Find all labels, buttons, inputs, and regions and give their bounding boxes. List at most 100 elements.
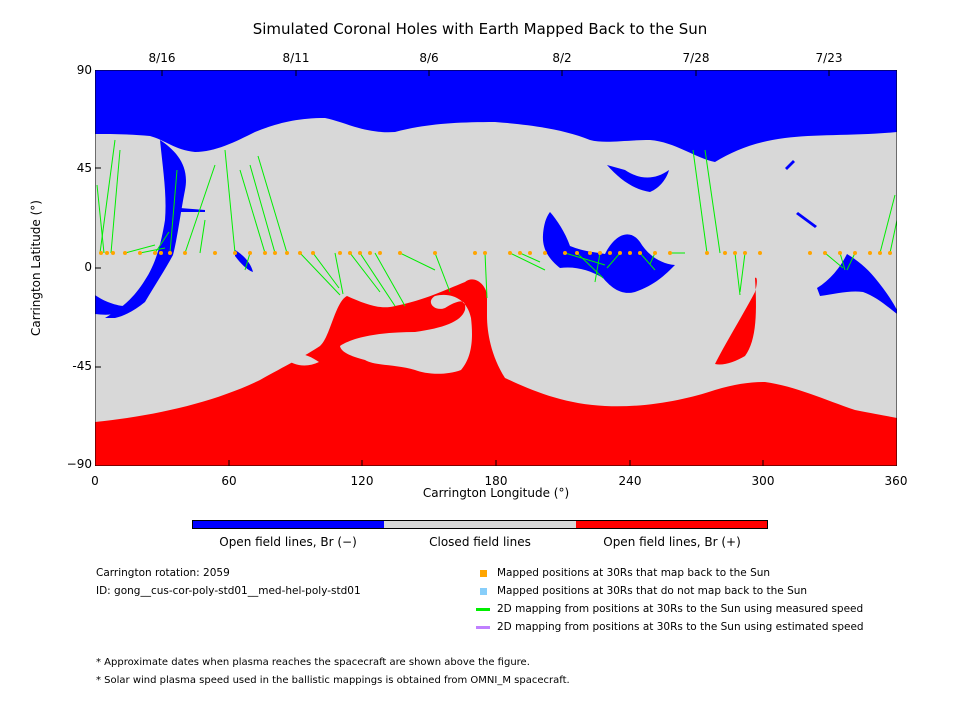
y-tick-label: 45 <box>76 161 92 175</box>
mapped-point <box>733 251 737 255</box>
date-label: 8/6 <box>419 51 439 65</box>
y-tick-label: -45 <box>72 359 92 373</box>
mapped-point <box>263 251 267 255</box>
mapped-point <box>608 251 612 255</box>
legend-swatch-open-negative <box>192 520 384 529</box>
mapped-point <box>433 251 437 255</box>
mapped-point <box>758 251 762 255</box>
mapped-point <box>823 251 827 255</box>
mapped-point <box>233 251 237 255</box>
mapped-point <box>159 251 163 255</box>
figure-title: Simulated Coronal Holes with Earth Mappe… <box>252 20 708 38</box>
mapped-point <box>348 251 352 255</box>
unmapped-point-symbol <box>480 588 487 595</box>
blue-streak <box>796 212 817 228</box>
mapped-point <box>298 251 302 255</box>
legend-label-closed: Closed field lines <box>429 535 531 549</box>
small-hole <box>235 250 253 272</box>
x-tick-label: 180 <box>484 474 508 488</box>
mapped-point <box>248 251 252 255</box>
mapped-point <box>528 251 532 255</box>
north-polar-hole <box>95 70 897 162</box>
date-label: 7/23 <box>815 51 843 65</box>
mapped-point <box>668 251 672 255</box>
legend-label-open-positive: Open field lines, Br (+) <box>603 535 741 549</box>
note-speed: * Solar wind plasma speed used in the ba… <box>96 675 570 686</box>
note-dates: * Approximate dates when plasma reaches … <box>96 657 530 668</box>
closed-island-small <box>285 353 319 366</box>
north-lobe-east <box>607 165 669 192</box>
x-tick-label: 60 <box>221 474 237 488</box>
mapped-point <box>213 251 217 255</box>
legend-swatch-closed <box>384 520 576 529</box>
y-tick-label: −90 <box>66 457 92 471</box>
x-axis-label: Carrington Longitude (°) <box>422 486 570 500</box>
mapped-point <box>518 251 522 255</box>
x-tick-label: 240 <box>618 474 642 488</box>
mapped-point <box>138 251 142 255</box>
estimated-line-symbol <box>476 626 490 629</box>
mapped-point <box>285 251 289 255</box>
mapped-point <box>543 251 547 255</box>
x-tick-label: 300 <box>751 474 775 488</box>
mapped-point <box>111 251 115 255</box>
date-label: 8/16 <box>148 51 176 65</box>
mapped-point <box>105 251 109 255</box>
mapped-point <box>338 251 342 255</box>
mapped-point <box>653 251 657 255</box>
x-tick-label: 120 <box>350 474 374 488</box>
mapped-point <box>723 251 727 255</box>
legend-mapped-points: Mapped positions at 30Rs that map back t… <box>497 567 771 579</box>
legend-swatch-open-positive <box>576 520 768 529</box>
y-axis-label: Carrington Latitude (°) <box>29 200 43 336</box>
mapped-point <box>743 251 747 255</box>
coronal-hole-map <box>95 70 897 466</box>
mapped-point <box>378 251 382 255</box>
north-lobe <box>105 140 186 318</box>
legend-unmapped-points: Mapped positions at 30Rs that do not map… <box>497 585 808 597</box>
x-tick-label: 0 <box>91 474 99 488</box>
mapped-point <box>153 251 157 255</box>
model-id: ID: gong__cus-cor-poly-std01__med-hel-po… <box>96 585 361 597</box>
blue-strip <box>180 208 205 212</box>
mapped-point <box>358 251 362 255</box>
date-label: 8/11 <box>282 51 310 65</box>
mapped-point <box>705 251 709 255</box>
south-polar-hole <box>95 279 897 466</box>
mapped-point <box>628 251 632 255</box>
legend-estimated-speed: 2D mapping from positions at 30Rs to the… <box>497 621 864 633</box>
blue-streak <box>785 160 795 170</box>
mapped-point <box>888 251 892 255</box>
y-tick-label: 0 <box>84 260 92 274</box>
mapped-point <box>563 251 567 255</box>
y-tick-label: 90 <box>76 63 92 77</box>
closed-island <box>340 294 472 374</box>
legend-bar-frame <box>192 520 768 529</box>
carrington-rotation: Carrington rotation: 2059 <box>96 567 230 579</box>
legend-label-open-negative: Open field lines, Br (−) <box>219 535 357 549</box>
mapped-point <box>808 251 812 255</box>
mapped-point <box>868 251 872 255</box>
mapped-point <box>853 251 857 255</box>
mapped-point <box>183 251 187 255</box>
north-lobe-west <box>95 295 135 315</box>
date-label: 7/28 <box>682 51 710 65</box>
mapped-point <box>368 251 372 255</box>
mapped-point <box>168 251 172 255</box>
date-label: 8/2 <box>552 51 572 65</box>
mapped-point-symbol <box>480 570 487 577</box>
mapped-point <box>483 251 487 255</box>
axis-ticks <box>95 70 830 466</box>
legend-measured-speed: 2D mapping from positions at 30Rs to the… <box>497 603 864 615</box>
mapping-lines <box>96 139 897 307</box>
mapped-point <box>508 251 512 255</box>
measured-line-symbol <box>476 608 490 611</box>
mapped-point <box>638 251 642 255</box>
mapped-point <box>473 251 477 255</box>
mapped-point <box>575 251 579 255</box>
mapped-point <box>123 251 127 255</box>
mapped-point <box>598 251 602 255</box>
mapped-point <box>878 251 882 255</box>
eastern-hole <box>817 254 897 314</box>
mapped-point <box>838 251 842 255</box>
